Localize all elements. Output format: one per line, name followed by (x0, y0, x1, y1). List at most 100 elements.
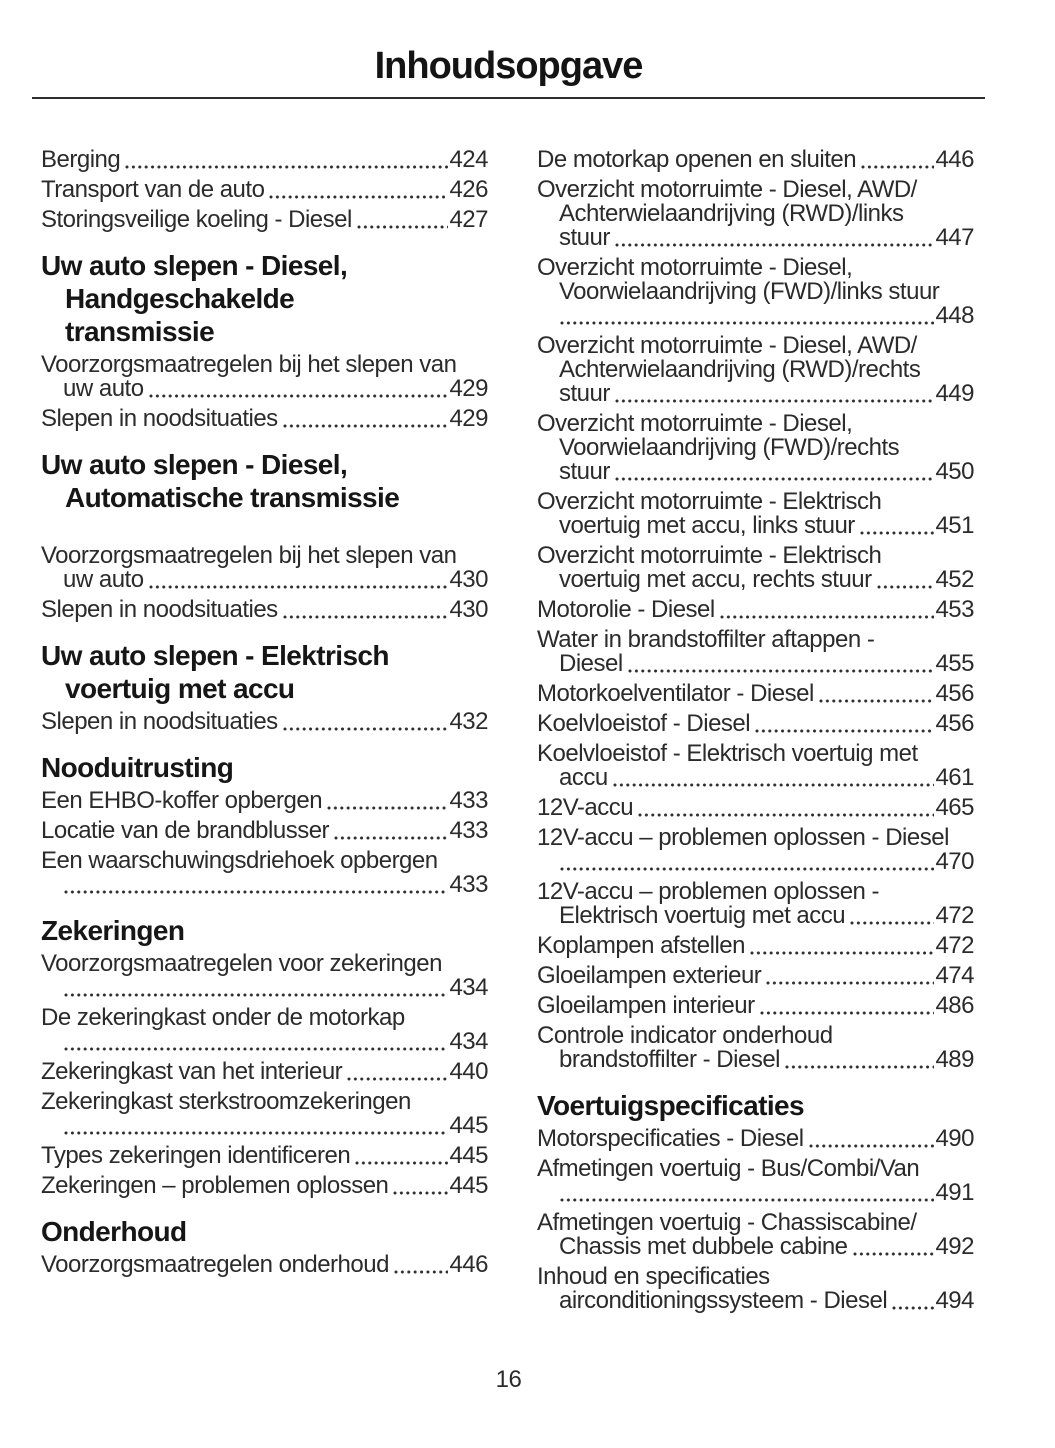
toc-entry-line: Storingsveilige koeling - Diesel 427 (41, 208, 488, 232)
toc-entry-line: 491 (537, 1181, 974, 1205)
entry-page-number: 494 (935, 1287, 974, 1315)
entry-page-number: 456 (935, 710, 974, 738)
section-heading-line: Handgeschakelde (65, 283, 295, 315)
page-footer-number: 16 (495, 1366, 522, 1393)
entry-page-number: 430 (449, 566, 488, 594)
header-rule (32, 97, 985, 100)
toc-entry: Controle indicator onderhoud brandstoffil… (537, 1024, 974, 1072)
toc-entry-line: Slepen in noodsituaties 432 (41, 710, 488, 734)
dot-leader (269, 195, 449, 200)
toc-entry-line: Elektrisch voertuig met accu 472 (537, 904, 974, 928)
entry-page-number: 446 (935, 146, 974, 174)
dot-leader (148, 585, 449, 590)
section-heading-line: transmissie (65, 316, 215, 348)
toc-entry-line: Voorwielaandrijving (FWD)/links stuur (559, 278, 940, 306)
toc-entry-line: 434 (41, 976, 488, 1000)
toc-entry-label: Berging (41, 146, 121, 174)
entry-page-number: 446 (449, 1251, 488, 1279)
toc-entry-line: Inhoud en specificaties (537, 1263, 770, 1291)
toc-column-left: Berging 424 Transport van de auto 426 Storin… (41, 148, 488, 1319)
dot-leader (560, 321, 935, 326)
toc-entry-line: Overzicht motorruimte - Elektrisch (537, 542, 882, 570)
section-heading: Uw auto slepen - Diesel, Automatische tra… (41, 448, 488, 514)
toc-entry-line: airconditioningssysteem - Diesel 494 (537, 1289, 974, 1313)
toc-entry-line: De zekeringkast onder de motorkap (41, 1004, 405, 1032)
toc-entry: Afmetingen voertuig - Bus/Combi/Van 491 (537, 1157, 974, 1205)
toc-entry-label: uw auto (63, 566, 144, 594)
toc-group: Berging 424 Transport van de auto 426 Storin… (41, 148, 488, 232)
toc-columns: Berging 424 Transport van de auto 426 Storin… (32, 148, 985, 1319)
entry-page-number: 450 (935, 458, 974, 486)
toc-entry: Water in brandstoffilter aftappen - Diese… (537, 628, 974, 676)
toc-entry: Zekeringkast sterkstroomzekeringen 445 (41, 1090, 488, 1138)
toc-entry-label: Diesel (559, 650, 623, 678)
toc-entry-label: brandstoffilter - Diesel (559, 1046, 781, 1074)
toc-entry-line: De motorkap openen en sluiten 446 (537, 148, 974, 172)
toc-entry: Overzicht motorruimte - Diesel, Voorwiela… (537, 412, 974, 484)
toc-entry-line: Diesel 455 (537, 652, 974, 676)
toc-entry-line: Overzicht motorruimte - Diesel, (537, 410, 853, 438)
toc-entry-line: 470 (537, 850, 974, 874)
entry-page-number: 461 (935, 764, 974, 792)
entry-page-number: 424 (449, 146, 488, 174)
toc-entry-label: Slepen in noodsituaties (41, 708, 278, 736)
toc-entry-line: Voorzorgsmaatregelen bij het slepen van (41, 351, 457, 379)
toc-entry-label: 12V-accu (537, 794, 634, 822)
entry-page-number: 490 (935, 1125, 974, 1153)
toc-column-right: De motorkap openen en sluiten 446 Overzich… (537, 148, 974, 1319)
toc-entry-label: Koelvloeistof - Diesel (537, 710, 751, 738)
toc-entry: Overzicht motorruimte - Elektrisch voertu… (537, 490, 974, 538)
toc-entry-line: Afmetingen voertuig - Bus/Combi/Van (537, 1155, 920, 1183)
toc-entry-label: stuur (559, 224, 610, 252)
dot-leader (125, 165, 449, 170)
dot-leader (282, 615, 449, 620)
toc-entry-label: Storingsveilige koeling - Diesel (41, 206, 352, 234)
toc-entry-label: Elektrisch voertuig met accu (559, 902, 846, 930)
dot-leader (749, 951, 935, 956)
toc-entry: Een EHBO-koffer opbergen 433 (41, 789, 488, 813)
toc-entry-line: 12V-accu 465 (537, 796, 974, 820)
dot-leader (560, 1198, 935, 1203)
toc-entry-line: 445 (41, 1114, 488, 1138)
toc-entry-label: Gloeilampen interieur (537, 992, 755, 1020)
entry-page-number: 489 (935, 1046, 974, 1074)
dot-leader (393, 1270, 449, 1275)
toc-entry-line: Overzicht motorruimte - Elektrisch (537, 488, 882, 516)
toc-entry-line: Gloeilampen exterieur 474 (537, 964, 974, 988)
toc-entry-line: Chassis met dubbele cabine 492 (537, 1235, 974, 1259)
entry-page-number: 492 (935, 1233, 974, 1261)
toc-entry-label: Gloeilampen exterieur (537, 962, 762, 990)
toc-entry-line: Water in brandstoffilter aftappen - (537, 626, 875, 654)
toc-entry: Overzicht motorruimte - Diesel, AWD/Acht… (537, 178, 974, 250)
toc-entry: Slepen in noodsituaties 430 (41, 598, 488, 622)
toc-entry: Koplampen afstellen 472 (537, 934, 974, 958)
toc-group: Uw auto slepen - Diesel, Handgeschakelde t… (41, 249, 488, 431)
toc-group: Voertuigspecificaties Motorspecificaties … (537, 1089, 974, 1313)
dot-leader (64, 890, 449, 895)
toc-entry-label: stuur (559, 380, 610, 408)
toc-entry-line: Achterwielaandrijving (RWD)/links (559, 200, 904, 228)
toc-entry-label: voertuig met accu, rechts stuur (559, 566, 872, 594)
toc-entry: Motorkoelventilator - Diesel 456 (537, 682, 974, 706)
dot-leader (560, 867, 935, 872)
toc-entry-label: stuur (559, 458, 610, 486)
toc-entry-line: 448 (537, 304, 974, 328)
toc-entry-line: Voorwielaandrijving (FWD)/rechts (559, 434, 900, 462)
toc-entry: Overzicht motorruimte - Diesel, Voorwiela… (537, 256, 974, 328)
toc-entry: Gloeilampen interieur 486 (537, 994, 974, 1018)
toc-entry-line: stuur 447 (537, 226, 974, 250)
dot-leader (334, 836, 449, 841)
toc-entry: Berging 424 (41, 148, 488, 172)
entry-page-number: 426 (449, 176, 488, 204)
entry-page-number: 433 (449, 871, 488, 899)
dot-leader (614, 477, 935, 482)
entry-page-number: 447 (935, 224, 974, 252)
toc-entry-label: airconditioningssysteem - Diesel (559, 1287, 888, 1315)
entry-page-number: 448 (935, 302, 974, 330)
dot-leader (785, 1065, 935, 1070)
entry-page-number: 491 (935, 1179, 974, 1207)
toc-entry: Overzicht motorruimte - Elektrisch voertu… (537, 544, 974, 592)
toc-entry-label: Motorspecificaties - Diesel (537, 1125, 804, 1153)
dot-leader (755, 729, 935, 734)
toc-entry-line: Zekeringkast van het interieur 440 (41, 1060, 488, 1084)
